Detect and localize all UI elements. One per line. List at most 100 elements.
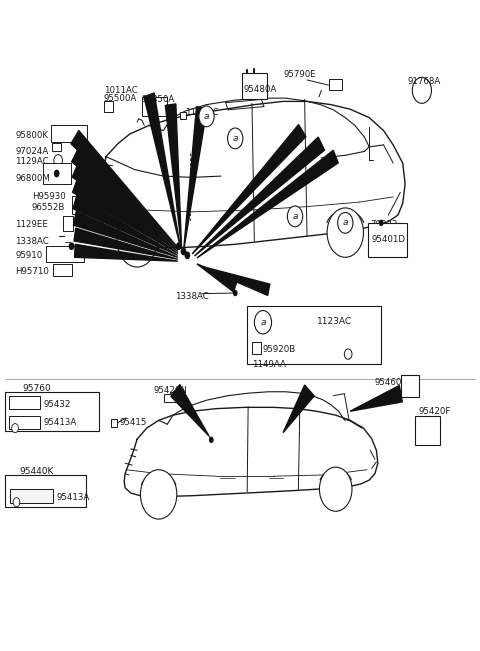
Text: 95420N: 95420N bbox=[154, 386, 188, 395]
Polygon shape bbox=[194, 137, 324, 256]
Circle shape bbox=[12, 424, 18, 433]
Polygon shape bbox=[350, 385, 402, 411]
Bar bbox=[72, 195, 86, 214]
Bar bbox=[401, 375, 419, 397]
Text: a: a bbox=[260, 318, 266, 327]
Bar bbox=[328, 79, 342, 90]
Circle shape bbox=[327, 208, 363, 257]
Bar bbox=[180, 113, 186, 119]
Bar bbox=[252, 342, 261, 354]
Text: 95415: 95415 bbox=[120, 419, 147, 428]
Polygon shape bbox=[199, 266, 270, 296]
Polygon shape bbox=[72, 165, 178, 251]
Circle shape bbox=[233, 290, 238, 296]
Bar bbox=[52, 143, 61, 152]
Circle shape bbox=[228, 128, 243, 149]
Text: 1129AC: 1129AC bbox=[15, 158, 48, 166]
Circle shape bbox=[199, 106, 214, 127]
Text: 95850A: 95850A bbox=[142, 95, 175, 104]
Bar bbox=[242, 74, 267, 100]
Text: 95413A: 95413A bbox=[56, 493, 89, 502]
Polygon shape bbox=[171, 385, 209, 436]
Text: 1149AA: 1149AA bbox=[252, 360, 286, 369]
Circle shape bbox=[379, 219, 384, 226]
Polygon shape bbox=[192, 124, 306, 254]
Circle shape bbox=[209, 437, 214, 443]
Text: 97024A: 97024A bbox=[15, 147, 48, 156]
Circle shape bbox=[337, 212, 353, 233]
Bar bbox=[5, 475, 86, 507]
Circle shape bbox=[180, 247, 186, 255]
Bar bbox=[63, 216, 73, 230]
Text: 95790E: 95790E bbox=[283, 70, 316, 79]
Text: 1338AC: 1338AC bbox=[175, 292, 209, 301]
Text: H95930: H95930 bbox=[32, 193, 66, 201]
Bar bbox=[43, 163, 71, 184]
Text: 95420F: 95420F bbox=[418, 407, 450, 416]
Text: 95460D: 95460D bbox=[375, 378, 409, 387]
Text: 95500A: 95500A bbox=[104, 94, 137, 103]
Bar bbox=[104, 101, 113, 113]
Bar bbox=[10, 489, 53, 503]
Polygon shape bbox=[71, 130, 178, 247]
Bar bbox=[46, 245, 84, 262]
Circle shape bbox=[176, 242, 181, 250]
Bar bbox=[247, 306, 381, 365]
Circle shape bbox=[13, 497, 20, 506]
Text: a: a bbox=[232, 134, 238, 143]
Bar bbox=[51, 126, 87, 142]
Polygon shape bbox=[166, 104, 181, 249]
Text: 96800M: 96800M bbox=[15, 174, 50, 183]
Polygon shape bbox=[72, 149, 178, 249]
Text: 96552B: 96552B bbox=[32, 202, 65, 212]
Text: 70222: 70222 bbox=[370, 220, 398, 229]
Polygon shape bbox=[73, 212, 178, 257]
Circle shape bbox=[288, 206, 303, 227]
Circle shape bbox=[344, 349, 352, 359]
Text: 95800K: 95800K bbox=[15, 131, 48, 140]
Bar bbox=[415, 417, 440, 445]
Circle shape bbox=[184, 251, 190, 259]
Circle shape bbox=[154, 115, 158, 121]
Polygon shape bbox=[183, 107, 207, 251]
Circle shape bbox=[254, 311, 272, 334]
Bar bbox=[393, 225, 405, 233]
Circle shape bbox=[54, 170, 60, 177]
Text: 95920B: 95920B bbox=[263, 345, 296, 354]
Bar bbox=[142, 97, 167, 117]
Polygon shape bbox=[144, 93, 180, 246]
Polygon shape bbox=[72, 180, 178, 253]
Text: 95440K: 95440K bbox=[19, 467, 54, 475]
Text: 95910: 95910 bbox=[15, 251, 42, 260]
Text: 95432: 95432 bbox=[44, 400, 71, 409]
Text: 1338AC: 1338AC bbox=[15, 237, 49, 246]
Circle shape bbox=[141, 470, 177, 519]
Circle shape bbox=[320, 467, 352, 511]
Circle shape bbox=[412, 77, 432, 104]
Text: 1129EE: 1129EE bbox=[15, 220, 48, 229]
Circle shape bbox=[117, 212, 157, 267]
Circle shape bbox=[394, 227, 399, 235]
Text: 95401D: 95401D bbox=[372, 234, 406, 243]
Polygon shape bbox=[74, 228, 178, 259]
Bar bbox=[111, 419, 118, 427]
Bar bbox=[9, 396, 40, 409]
Circle shape bbox=[69, 242, 74, 250]
Circle shape bbox=[54, 155, 62, 167]
Bar bbox=[5, 392, 99, 431]
Polygon shape bbox=[197, 264, 237, 292]
Text: 95413A: 95413A bbox=[44, 419, 77, 428]
Polygon shape bbox=[73, 195, 178, 255]
Text: 1011AC: 1011AC bbox=[104, 86, 137, 95]
Polygon shape bbox=[197, 150, 338, 258]
Bar bbox=[9, 417, 40, 430]
Text: 1129AC: 1129AC bbox=[185, 108, 218, 117]
Text: 95480A: 95480A bbox=[244, 85, 277, 94]
Text: 91768A: 91768A bbox=[408, 77, 441, 87]
Text: 95760: 95760 bbox=[22, 384, 51, 393]
Text: a: a bbox=[292, 212, 298, 221]
Bar bbox=[164, 395, 176, 402]
Text: a: a bbox=[343, 218, 348, 227]
Text: H95710: H95710 bbox=[15, 267, 49, 276]
Polygon shape bbox=[283, 385, 314, 433]
